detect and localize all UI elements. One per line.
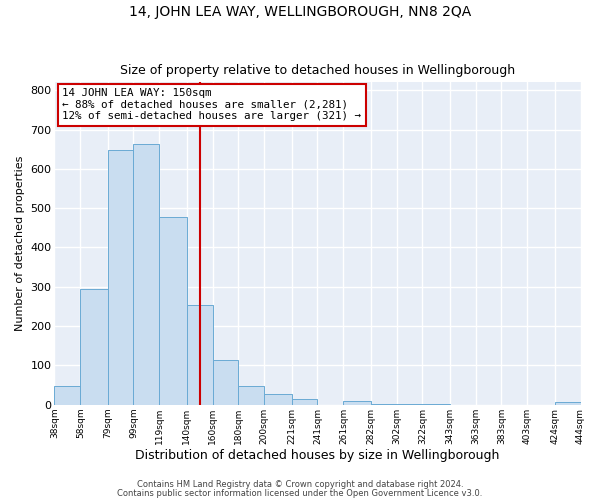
Bar (238, 386, 265, 405)
Text: 14 JOHN LEA WAY: 150sqm
← 88% of detached houses are smaller (2,281)
12% of semi: 14 JOHN LEA WAY: 150sqm ← 88% of detache… (62, 88, 361, 122)
Bar (187, 304, 212, 405)
Bar (422, 404, 449, 405)
Text: Contains public sector information licensed under the Open Government Licence v3: Contains public sector information licen… (118, 488, 482, 498)
Bar (212, 360, 238, 405)
Bar (292, 400, 317, 405)
Bar (160, 217, 187, 405)
Bar (371, 404, 397, 405)
Bar (133, 144, 160, 405)
Bar (107, 150, 133, 405)
Bar (80, 289, 107, 405)
Title: Size of property relative to detached houses in Wellingborough: Size of property relative to detached ho… (120, 64, 515, 77)
Y-axis label: Number of detached properties: Number of detached properties (15, 156, 25, 331)
Bar (554, 402, 581, 405)
X-axis label: Distribution of detached houses by size in Wellingborough: Distribution of detached houses by size … (135, 450, 500, 462)
Bar (55, 386, 80, 405)
Bar (397, 404, 422, 405)
Text: Contains HM Land Registry data © Crown copyright and database right 2024.: Contains HM Land Registry data © Crown c… (137, 480, 463, 489)
Bar (265, 394, 292, 405)
Bar (343, 401, 371, 405)
Text: 14, JOHN LEA WAY, WELLINGBOROUGH, NN8 2QA: 14, JOHN LEA WAY, WELLINGBOROUGH, NN8 2Q… (129, 5, 471, 19)
